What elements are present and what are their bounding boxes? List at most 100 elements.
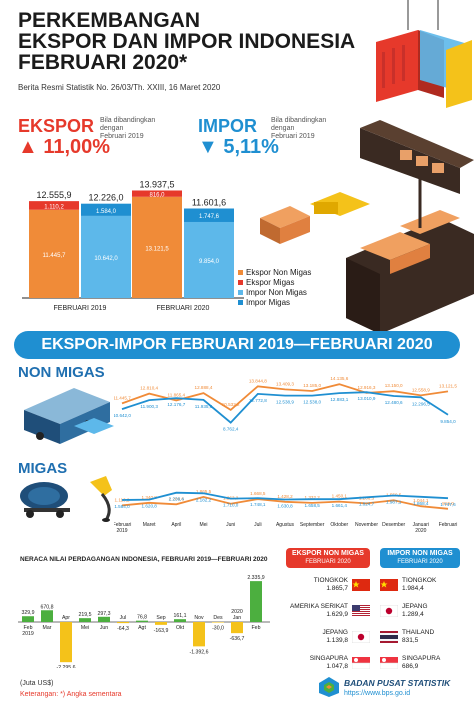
neraca-value-label: 670,8 — [41, 604, 54, 610]
flag-field — [352, 579, 370, 591]
tanker-illustration — [20, 476, 112, 522]
bar-impor-nonmigas — [81, 215, 131, 298]
point-label: 10.642,0 — [114, 413, 131, 418]
point-label: 1.747,6 — [440, 502, 456, 507]
point-label: 12.883,1 — [330, 397, 348, 402]
impor-note-line: dengan — [271, 125, 295, 132]
point-label: 1.584,0 — [114, 504, 130, 509]
point-label: 12.296,5 — [412, 401, 430, 406]
neraca-tick-label: Des — [213, 615, 223, 621]
impor-change: ▼ 5,11% — [198, 136, 279, 159]
x-tick-year: 2020 — [415, 528, 426, 534]
x-tick-label: Oktober — [330, 522, 348, 528]
partner-country: TIONGKOK — [402, 577, 437, 584]
series-line-impor — [121, 491, 449, 501]
neraca-tick-year: 2020 — [231, 609, 243, 615]
partner-country: SINGAPURA — [402, 655, 441, 662]
partner-row: SINGAPURA 686,9 — [380, 650, 470, 676]
truck-illustration — [24, 388, 114, 444]
neraca-value-label: 76,8 — [137, 615, 147, 621]
segment-label: 13.121,5 — [145, 246, 169, 252]
point-label: 12.916,3 — [358, 385, 376, 390]
org-url[interactable]: https://www.bps.go.id — [344, 690, 411, 697]
neraca-value-label: -2.295,6 — [56, 665, 75, 668]
point-label: 1.661,4 — [332, 503, 348, 508]
title-line-1: PERKEMBANGAN — [18, 9, 201, 32]
partner-row: AMERIKA SERIKAT 1.629,9 — [286, 598, 370, 624]
point-label: 13.409,3 — [276, 381, 294, 386]
point-label: 12.480,6 — [385, 400, 403, 405]
bar-impor-migas — [184, 208, 234, 222]
neraca-bar — [60, 622, 72, 663]
category-label: FEBRUARI 2019 — [54, 305, 107, 312]
x-tick-label: Juni — [226, 522, 235, 528]
ekspor-note: Bila dibandingkan dengan Februari 2019 — [100, 117, 155, 141]
impor-partner-header: IMPOR NON MIGAS FEBRUARI 2020 — [380, 548, 460, 568]
neraca-value-label: 161,1 — [174, 613, 187, 619]
x-tick-label: Juli — [254, 522, 262, 528]
legend-item: Impor Non Migas — [238, 288, 311, 298]
neraca-bar — [41, 610, 53, 622]
partner-row: JEPANG 1.139,8 — [286, 624, 370, 650]
point-label: 2.182,2 — [196, 497, 212, 502]
page-title: PERKEMBANGAN EKSPOR DAN IMPOR INDONESIA … — [18, 10, 378, 73]
flag-stripe — [352, 606, 370, 607]
point-label: 13.121,5 — [439, 383, 457, 388]
x-tick-label: Februari — [114, 522, 131, 528]
neraca-value-label: -636,7 — [230, 636, 245, 642]
neraca-tick-label: Okt — [176, 625, 185, 631]
point-label: 13.150,0 — [385, 383, 403, 388]
legend-swatch — [238, 300, 243, 305]
segment-label: 1.110,2 — [44, 204, 64, 210]
legend-item: Impor Migas — [238, 298, 311, 308]
neraca-value-label: 329,9 — [22, 610, 35, 616]
singapore-flag-icon — [380, 657, 398, 669]
flag-crescent — [382, 658, 386, 662]
legend-label: Impor Non Migas — [246, 288, 307, 297]
neraca-tick-label: Mei — [81, 625, 89, 631]
partner-value: 1.139,8 — [326, 637, 348, 644]
japan-flag-icon — [352, 631, 370, 643]
legend-swatch — [238, 280, 243, 285]
x-tick-label: Mei — [199, 522, 207, 528]
flag-field — [380, 579, 398, 591]
partner-row: THAILAND 831,5 — [380, 624, 470, 650]
partner-country: AMERIKA SERIKAT — [289, 603, 348, 610]
partner-text: JEPANG 1.289,4 — [402, 603, 428, 619]
partner-row: JEPANG 1.289,4 — [380, 598, 470, 624]
neraca-bar-chart: 329,9 Feb 670,8 Mar -2.295,6 Apr 219,5 Mei 297,3… — [18, 575, 270, 668]
neraca-tick-label: Mar — [43, 625, 52, 631]
neraca-tick-label: Feb — [252, 625, 261, 631]
org-name: BADAN PUSAT STATISTIK — [344, 678, 451, 688]
flag-stripe — [352, 613, 370, 614]
neraca-bar — [212, 622, 224, 623]
neraca-bar — [22, 616, 34, 622]
point-label: 1.332,2 — [305, 495, 321, 500]
neraca-value-label: 2.335,9 — [247, 575, 264, 581]
point-label: 11.865,4 — [168, 392, 186, 397]
neraca-tick-label: Jan — [233, 615, 241, 621]
feb-bar-chart: 11.445,7 1.110,2 12.555,9 10.642,0 1.584,0 12… — [22, 179, 244, 312]
bar-ekspor-migas — [132, 190, 182, 197]
point-label: 1.987,1 — [386, 499, 402, 504]
flag-field — [352, 662, 370, 669]
point-label: 1.620,8 — [142, 504, 158, 509]
legend-label: Impor Migas — [246, 298, 291, 307]
up-arrow-icon: ▲ — [18, 136, 38, 158]
segment-label: 1.584,0 — [96, 209, 117, 215]
x-tick-label: Januari — [413, 522, 429, 528]
x-tick-label: Agustus — [276, 522, 295, 528]
neraca-value-label: 219,5 — [79, 612, 92, 618]
neraca-bar — [231, 622, 243, 634]
ekspor-partner-sub: FEBRUARI 2020 — [305, 559, 351, 565]
partner-value: 1.289,4 — [402, 611, 424, 618]
segment-label: 9.854,0 — [199, 259, 220, 265]
point-label: 10.532,2 — [222, 402, 240, 407]
neraca-value-label: -1.392,6 — [189, 649, 208, 655]
flag-field — [352, 657, 370, 663]
neraca-tick-year: 2019 — [22, 631, 34, 637]
ekspor-note-line: Bila dibandingkan — [100, 117, 156, 124]
point-label: 1.630,8 — [277, 504, 293, 509]
series-line-ekspor — [121, 495, 449, 510]
flag-disc — [357, 633, 365, 641]
